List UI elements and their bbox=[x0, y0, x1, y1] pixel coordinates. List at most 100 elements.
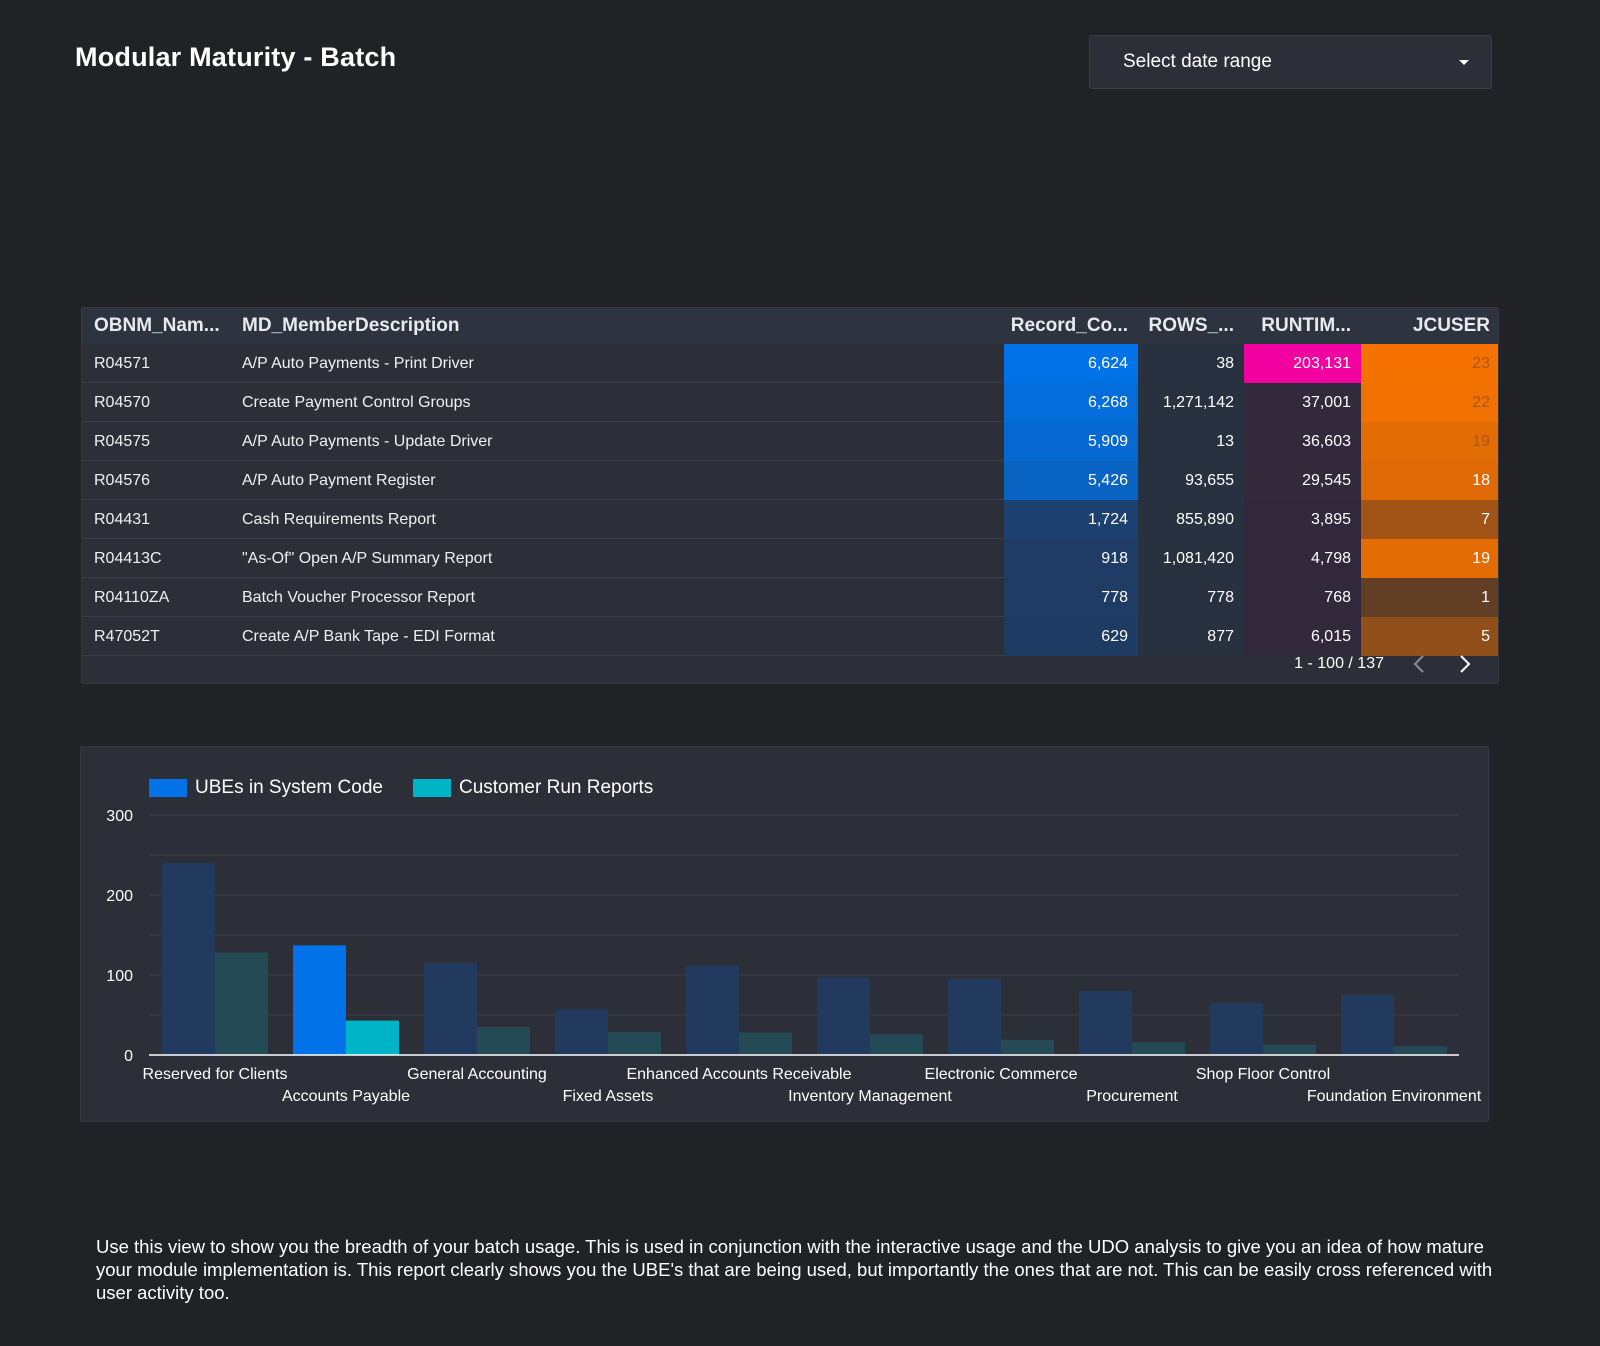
cell-obnm: R04570 bbox=[94, 394, 151, 411]
cell-record-count: 6,268 bbox=[1004, 383, 1138, 422]
bar-ube-reserved-for-clients[interactable] bbox=[162, 863, 215, 1055]
x-tick-label: Procurement bbox=[1086, 1088, 1178, 1105]
cell-runtime: 768 bbox=[1244, 578, 1361, 617]
bar-ube-enhanced-accounts-receivable[interactable] bbox=[686, 965, 739, 1055]
bar-customer-shop-floor-control[interactable] bbox=[1263, 1044, 1316, 1055]
cell-obnm: R04575 bbox=[94, 433, 151, 450]
cell-description: Create Payment Control Groups bbox=[242, 394, 471, 411]
table-header-row: OBNM_Nam... MD_MemberDescription Record_… bbox=[82, 308, 1498, 344]
table-row[interactable]: R04570 Create Payment Control Groups 6,268… bbox=[82, 383, 1498, 422]
column-header-runtime[interactable]: RUNTIM... bbox=[1261, 315, 1351, 336]
cell-record-count: 6,624 bbox=[1004, 344, 1138, 383]
cell-obnm: R04110ZA bbox=[94, 589, 170, 606]
column-header-jcuser[interactable]: JCUSER bbox=[1412, 315, 1490, 336]
cell-rows: 13 bbox=[1138, 422, 1244, 461]
y-tick-label: 100 bbox=[106, 968, 133, 985]
cell-record-count: 629 bbox=[1004, 617, 1138, 656]
chart-legend: UBEs in System Code Customer Run Reports bbox=[149, 777, 653, 799]
cell-description: Cash Requirements Report bbox=[242, 511, 436, 528]
bar-ube-electronic-commerce[interactable] bbox=[948, 979, 1001, 1055]
table-row[interactable]: R04575 A/P Auto Payments - Update Driver 5… bbox=[82, 422, 1498, 461]
column-header-record-count[interactable]: Record_Co... bbox=[1010, 315, 1128, 336]
x-tick-label: Electronic Commerce bbox=[925, 1066, 1078, 1083]
legend-item-ube[interactable]: UBEs in System Code bbox=[149, 777, 383, 799]
bar-customer-electronic-commerce[interactable] bbox=[1001, 1039, 1054, 1055]
cell-jcuser: 18 bbox=[1361, 461, 1498, 500]
cell-runtime: 6,015 bbox=[1244, 617, 1361, 656]
cell-obnm: R04571 bbox=[94, 355, 151, 372]
prev-page-button[interactable] bbox=[1408, 653, 1430, 675]
table-row[interactable]: R04431 Cash Requirements Report 1,724 855,8… bbox=[82, 500, 1498, 539]
cell-jcuser: 22 bbox=[1361, 383, 1498, 422]
y-tick-label: 200 bbox=[106, 888, 133, 905]
chevron-left-icon bbox=[1413, 655, 1424, 673]
column-header-obnm[interactable]: OBNM_Nam... bbox=[94, 315, 220, 336]
date-range-label: Select date range bbox=[1123, 51, 1272, 72]
bar-ube-shop-floor-control[interactable] bbox=[1210, 1003, 1263, 1055]
cell-rows: 1,271,142 bbox=[1138, 383, 1244, 422]
cell-record-count: 778 bbox=[1004, 578, 1138, 617]
y-tick-label: 300 bbox=[106, 808, 133, 825]
x-tick-label: Fixed Assets bbox=[563, 1088, 654, 1105]
cell-jcuser: 5 bbox=[1361, 617, 1498, 656]
bar-ube-accounts-payable[interactable] bbox=[293, 945, 346, 1055]
bar-customer-foundation-environment[interactable] bbox=[1394, 1046, 1447, 1055]
cell-obnm: R04576 bbox=[94, 472, 151, 489]
table-row[interactable]: R47052T Create A/P Bank Tape - EDI Format… bbox=[82, 617, 1498, 656]
cell-runtime: 4,798 bbox=[1244, 539, 1361, 578]
page-title: Modular Maturity - Batch bbox=[75, 42, 397, 72]
cell-description: Create A/P Bank Tape - EDI Format bbox=[242, 628, 495, 645]
bar-chart-card: UBEs in System Code Customer Run Reports… bbox=[80, 746, 1489, 1122]
x-tick-label: Inventory Management bbox=[788, 1088, 952, 1105]
description-text: Use this view to show you the breadth of… bbox=[96, 1236, 1493, 1303]
cell-record-count: 918 bbox=[1004, 539, 1138, 578]
bar-ube-fixed-assets[interactable] bbox=[555, 1009, 608, 1055]
bar-ube-foundation-environment[interactable] bbox=[1341, 995, 1394, 1055]
legend-swatch-ube bbox=[149, 779, 187, 797]
table-row[interactable]: R04110ZA Batch Voucher Processor Report 77… bbox=[82, 578, 1498, 617]
legend-swatch-customer bbox=[412, 779, 451, 797]
cell-rows: 38 bbox=[1138, 344, 1244, 383]
bar-customer-procurement[interactable] bbox=[1132, 1042, 1185, 1055]
chevron-right-icon bbox=[1460, 655, 1471, 673]
cell-record-count: 5,909 bbox=[1004, 422, 1138, 461]
cell-obnm: R04413C bbox=[94, 550, 162, 567]
cell-rows: 1,081,420 bbox=[1138, 539, 1244, 578]
bar-customer-fixed-assets[interactable] bbox=[608, 1031, 661, 1055]
pagination-range: 1 - 100 / 137 bbox=[1294, 655, 1384, 672]
column-header-rows[interactable]: ROWS_... bbox=[1148, 315, 1234, 336]
bar-ube-procurement[interactable] bbox=[1079, 991, 1132, 1055]
cell-record-count: 1,724 bbox=[1004, 500, 1138, 539]
bar-ube-general-accounting[interactable] bbox=[424, 963, 477, 1055]
y-tick-label: 0 bbox=[124, 1048, 133, 1065]
bar-customer-enhanced-accounts-receivable[interactable] bbox=[739, 1032, 792, 1055]
table-row[interactable]: R04413C "As-Of" Open A/P Summary Report 91… bbox=[82, 539, 1498, 578]
caret-down-icon bbox=[1459, 59, 1469, 65]
legend-item-customer[interactable]: Customer Run Reports bbox=[412, 777, 654, 799]
cell-jcuser: 1 bbox=[1361, 578, 1498, 617]
cell-rows: 93,655 bbox=[1138, 461, 1244, 500]
legend-label-ube: UBEs in System Code bbox=[195, 777, 383, 798]
table-row[interactable]: R04576 A/P Auto Payment Register 5,426 93,6… bbox=[82, 461, 1498, 500]
cell-description: A/P Auto Payments - Print Driver bbox=[242, 355, 474, 372]
cell-rows: 855,890 bbox=[1138, 500, 1244, 539]
batch-table: OBNM_Nam... MD_MemberDescription Record_… bbox=[81, 307, 1499, 684]
cell-obnm: R04431 bbox=[94, 511, 151, 528]
cell-runtime: 36,603 bbox=[1244, 422, 1361, 461]
cell-runtime: 3,895 bbox=[1244, 500, 1361, 539]
date-range-select[interactable]: Select date range bbox=[1089, 35, 1492, 89]
bar-customer-reserved-for-clients[interactable] bbox=[215, 952, 268, 1055]
bar-customer-inventory-management[interactable] bbox=[870, 1034, 923, 1055]
x-tick-label: Enhanced Accounts Receivable bbox=[626, 1066, 851, 1083]
column-header-description[interactable]: MD_MemberDescription bbox=[242, 315, 460, 336]
bar-customer-general-accounting[interactable] bbox=[477, 1027, 530, 1055]
table-row[interactable]: R04571 A/P Auto Payments - Print Driver 6,… bbox=[82, 344, 1498, 383]
cell-description: Batch Voucher Processor Report bbox=[242, 589, 476, 606]
next-page-button[interactable] bbox=[1454, 653, 1476, 675]
cell-description: A/P Auto Payments - Update Driver bbox=[242, 433, 493, 450]
legend-label-customer: Customer Run Reports bbox=[458, 777, 654, 798]
bar-ube-inventory-management[interactable] bbox=[817, 977, 870, 1055]
bar-customer-accounts-payable[interactable] bbox=[346, 1020, 399, 1055]
cell-description: "As-Of" Open A/P Summary Report bbox=[242, 550, 493, 567]
cell-runtime: 203,131 bbox=[1244, 344, 1361, 383]
